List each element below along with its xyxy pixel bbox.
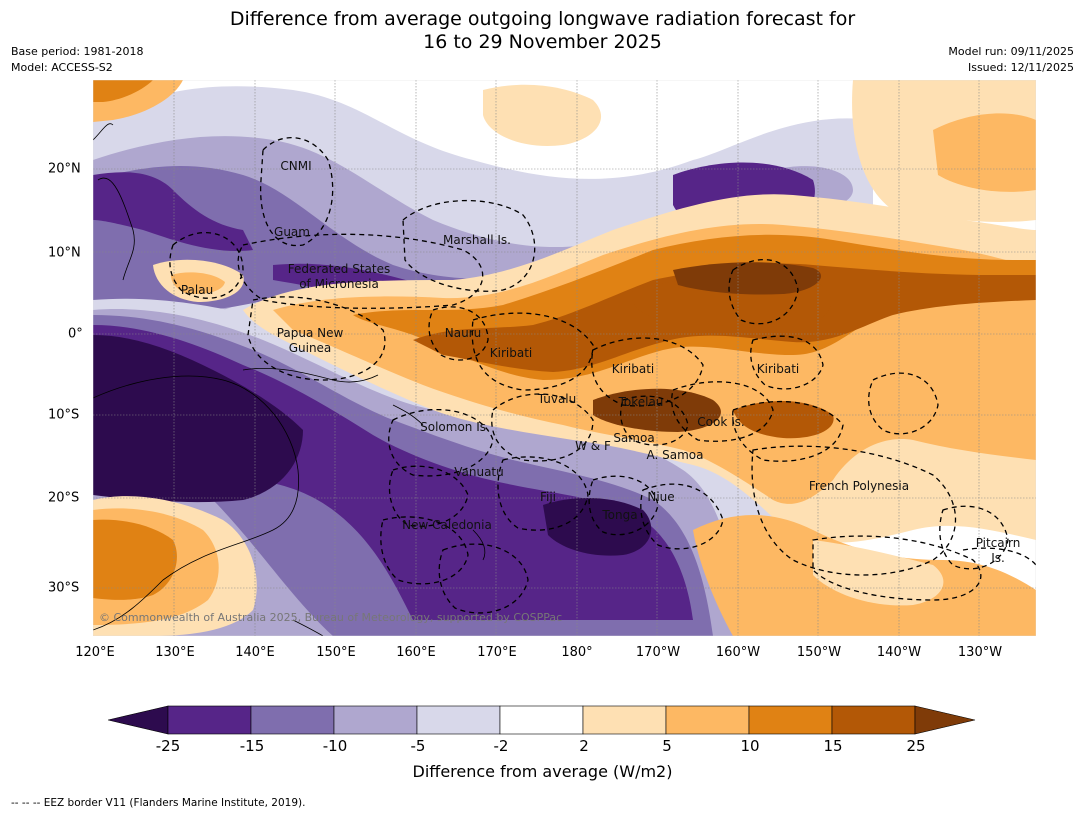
lat-label-10s: 10°S — [48, 407, 80, 423]
colorbar-segment — [250, 705, 335, 735]
colorbar-tick-label: 5 — [662, 737, 672, 755]
label-vanuatu: Vanuatu — [454, 465, 504, 479]
chart-title: Difference from average outgoing longwav… — [0, 8, 1085, 54]
colorbar-segment — [665, 705, 750, 735]
lon-label-150w: 150°W — [796, 645, 842, 660]
colorbar-segment — [167, 705, 252, 735]
lon-label-150e: 150°E — [316, 645, 356, 660]
lon-label-120e: 120°E — [75, 645, 115, 660]
label-wf: W & F — [575, 439, 611, 453]
colorbar-tick-label: -15 — [239, 737, 265, 755]
label-nauru: Nauru — [445, 326, 481, 340]
lon-label-140w: 140°W — [876, 645, 922, 660]
colorbar-segment — [748, 705, 833, 735]
colorbar-segment — [416, 705, 501, 735]
colorbar-tick-label: 10 — [740, 737, 760, 755]
label-tonga: Tonga — [601, 508, 637, 522]
colorbar — [108, 705, 976, 735]
label-kiribati-central: Kiribati — [612, 362, 654, 376]
lon-label-130e: 130°E — [155, 645, 195, 660]
colorbar-segment — [831, 705, 916, 735]
colorbar-segment — [582, 705, 667, 735]
meta-left: Base period: 1981-2018 Model: ACCESS-S2 — [11, 44, 143, 76]
eez-footnote: -- -- -- EEZ border V11 (Flanders Marine… — [11, 797, 306, 809]
graticule — [93, 80, 1036, 636]
lat-label-20s: 20°S — [48, 490, 80, 506]
label-png-line2: Guinea — [289, 341, 332, 355]
label-french-polynesia: French Polynesia — [809, 479, 909, 493]
lat-label-10n: 10°N — [48, 245, 81, 261]
copyright-text: © Commonwealth of Australia 2025, Bureau… — [99, 611, 562, 624]
label-kiribati-east: Kiribati — [757, 362, 799, 376]
colorbar-tick-label: -5 — [410, 737, 426, 755]
label-fsm-line2: of Micronesia — [299, 277, 379, 291]
colorbar-segment — [333, 705, 418, 735]
lon-label-160w: 160°W — [715, 645, 761, 660]
lon-label-180: 180° — [561, 645, 593, 660]
label-cnmi: CNMI — [280, 159, 311, 173]
colorbar-segment — [499, 705, 584, 735]
label-tokelau: Tokelau — [618, 395, 664, 409]
colorbar-tick-label: 25 — [906, 737, 926, 755]
lon-label-170e: 170°E — [477, 645, 517, 660]
lat-label-0: 0° — [68, 326, 83, 342]
colorbar-segments — [108, 705, 976, 735]
colorbar-extend-high — [914, 705, 976, 735]
colorbar-extend-low — [108, 705, 169, 735]
label-pitcairn-line1: Pitcairn — [976, 536, 1021, 550]
negative-anomaly-bands — [93, 86, 873, 636]
label-new-caledonia: New Caledonia — [402, 518, 492, 532]
colorbar-tick-label: -10 — [322, 737, 348, 755]
lon-label-170w: 170°W — [635, 645, 681, 660]
lon-label-140e: 140°E — [235, 645, 275, 660]
lat-label-30s: 30°S — [48, 580, 80, 596]
base-period: Base period: 1981-2018 — [11, 45, 144, 58]
meta-right: Model run: 09/11/2025 Issued: 12/11/2025 — [948, 44, 1074, 76]
colorbar-tick-label: -2 — [493, 737, 509, 755]
label-guam: Guam — [274, 225, 310, 239]
title-line-1: Difference from average outgoing longwav… — [229, 8, 856, 30]
issued-date: Issued: 12/11/2025 — [967, 61, 1074, 74]
label-fiji: Fiji — [540, 490, 556, 504]
model-run: Model run: 09/11/2025 — [948, 45, 1074, 58]
label-samoa: Samoa — [613, 431, 654, 445]
colorbar-tick-label: 15 — [823, 737, 843, 755]
label-pitcairn-line2: Is. — [991, 551, 1005, 565]
label-tuvalu: Tuvalu — [537, 392, 577, 406]
label-marshall: Marshall Is. — [443, 233, 511, 247]
lat-label-20n: 20°N — [48, 161, 81, 177]
positive-anomaly-bands — [93, 80, 1036, 636]
eez-borders — [169, 137, 1036, 614]
lon-label-130w: 130°W — [957, 645, 1003, 660]
region-labels: CNMI Guam Marshall Is. Federated States … — [181, 159, 1020, 565]
lon-label-160e: 160°E — [396, 645, 436, 660]
coastlines — [93, 123, 486, 636]
colorbar-tick-label: 2 — [579, 737, 589, 755]
label-kiribati-west: Kiribati — [490, 346, 532, 360]
label-solomon: Solomon Is. — [420, 420, 490, 434]
colorbar-title: Difference from average (W/m2) — [412, 762, 673, 781]
title-line-2: 16 to 29 November 2025 — [423, 31, 662, 53]
colorbar-tick-label: -25 — [155, 737, 181, 755]
forecast-map: © Commonwealth of Australia 2025, Bureau… — [93, 80, 1036, 636]
model-name: Model: ACCESS-S2 — [11, 61, 113, 74]
label-png-line1: Papua New — [277, 326, 344, 340]
label-palau: Palau — [181, 283, 213, 297]
label-american-samoa: A. Samoa — [647, 448, 704, 462]
label-niue: Niue — [647, 490, 674, 504]
label-fsm-line1: Federated States — [288, 262, 390, 276]
label-cook: Cook Is. — [697, 415, 744, 429]
